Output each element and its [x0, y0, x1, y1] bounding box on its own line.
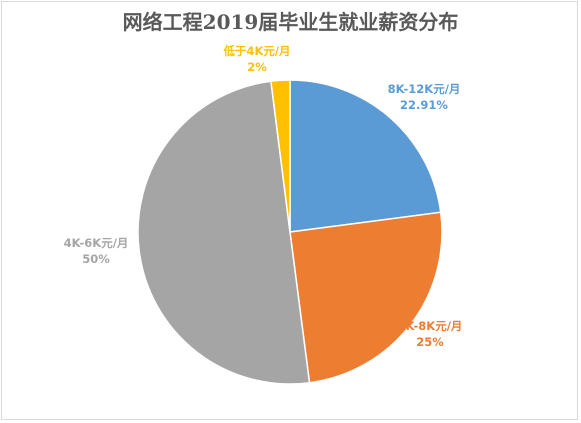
slice-label-name-2: 6K-8K元/月	[398, 319, 463, 333]
pie-slice-3	[137, 80, 311, 385]
slice-label-percent-4: 2%	[247, 60, 267, 74]
pie-data-labels: 8K-12K元/月 22.91% 6K-8K元/月 25% 4K-6K元/月 50% 低于4…	[64, 44, 463, 349]
slice-label-name-3: 4K-6K元/月	[64, 236, 129, 250]
slice-label-name-4: 低于4K元/月	[222, 44, 290, 58]
pie-slice-1	[289, 79, 442, 233]
pie-slice-2	[289, 211, 443, 384]
pie-slice-4	[270, 79, 291, 233]
pie-slices	[137, 79, 443, 385]
chart-title: 网络工程2019届毕业生就业薪资分布	[122, 10, 459, 34]
slice-label-percent-1: 22.91%	[400, 98, 448, 112]
slice-label-percent-3: 50%	[82, 252, 110, 266]
slice-label-percent-2: 25%	[416, 335, 444, 349]
slice-label-name-1: 8K-12K元/月	[388, 82, 461, 96]
